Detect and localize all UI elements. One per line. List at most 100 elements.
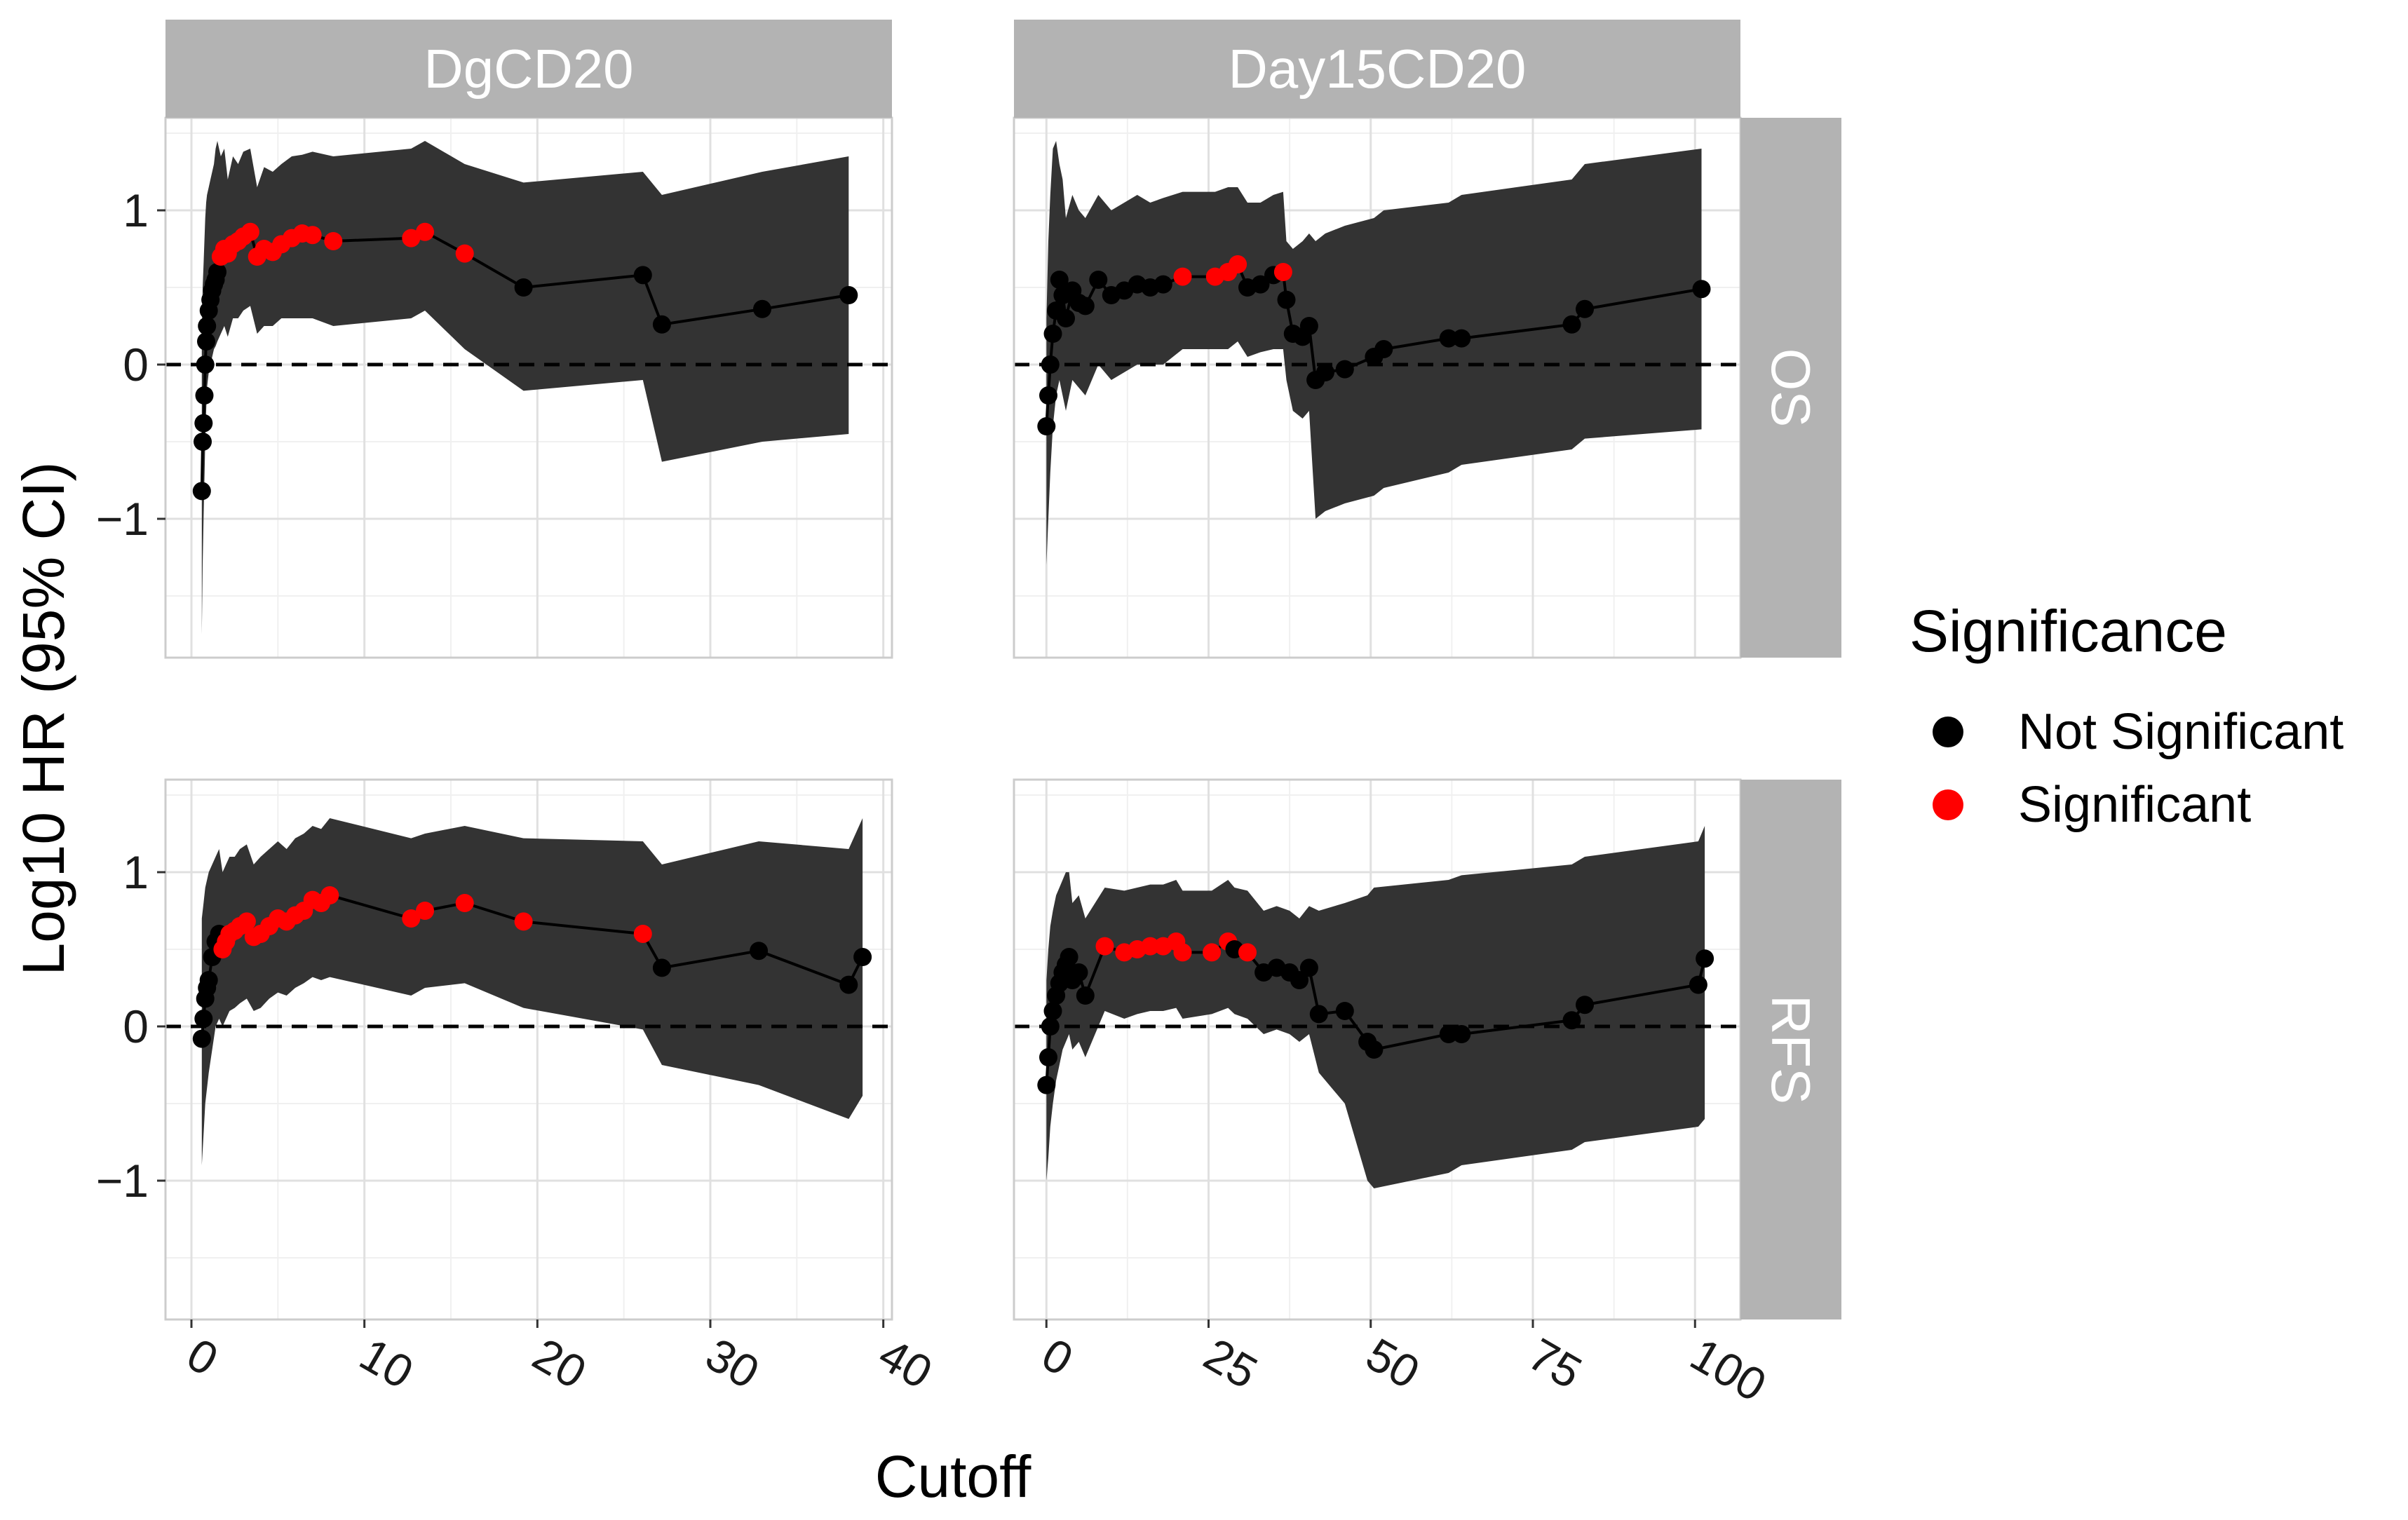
point-not-significant	[1041, 1017, 1060, 1036]
point-not-significant	[1050, 271, 1069, 289]
point-not-significant	[1277, 290, 1296, 309]
point-significant	[402, 229, 421, 247]
x-tick-label: 100	[1682, 1328, 1775, 1411]
point-not-significant	[194, 433, 212, 451]
point-not-significant	[197, 332, 215, 351]
point-significant	[416, 222, 434, 241]
x-axis-title: Cutoff	[875, 1444, 1031, 1509]
point-not-significant	[1365, 1040, 1384, 1059]
y-axis-title: Log10 HR (95% CI)	[11, 462, 76, 976]
legend-title: Significance	[1909, 598, 2227, 664]
legend-key-significant	[1933, 789, 1963, 820]
x-tick-label: 40	[870, 1328, 941, 1399]
point-not-significant	[1089, 271, 1108, 289]
x-tick-label: 0	[179, 1328, 227, 1385]
point-significant	[320, 886, 339, 904]
point-not-significant	[198, 317, 217, 335]
point-not-significant	[839, 975, 858, 994]
panel-dgcd20-os: 1 0 −1	[96, 116, 893, 659]
y-tick-label: −1	[96, 1155, 149, 1207]
point-not-significant	[750, 942, 769, 961]
point-not-significant	[194, 414, 213, 433]
point-not-significant	[1689, 975, 1707, 994]
point-significant	[402, 909, 421, 928]
point-not-significant	[1043, 325, 1062, 343]
x-tick-label: 30	[698, 1328, 769, 1399]
strip-label-day15cd20: Day15CD20	[1229, 38, 1527, 100]
strip-label-rfs: RFS	[1760, 995, 1822, 1104]
panels-layer: 10−110−10 10 20 30 40 0 25 50 75 100	[96, 116, 1775, 1411]
point-significant	[416, 902, 434, 920]
point-significant	[1095, 937, 1114, 956]
point-not-significant	[196, 355, 215, 374]
point-not-significant	[753, 299, 771, 318]
y-tick-label: 0	[123, 1000, 149, 1052]
point-not-significant	[1452, 1025, 1471, 1043]
point-not-significant	[1299, 958, 1318, 977]
point-significant	[514, 912, 533, 931]
point-not-significant	[1452, 329, 1471, 348]
point-not-significant	[192, 1029, 211, 1048]
point-not-significant	[1576, 996, 1594, 1015]
point-not-significant	[1316, 363, 1334, 381]
point-significant	[633, 925, 652, 943]
strip-label-os: OS	[1760, 348, 1822, 428]
panel-dgcd20-rfs: 10−10 10 20 30 40	[96, 778, 941, 1399]
point-not-significant	[1692, 280, 1711, 299]
point-significant	[1273, 263, 1292, 281]
strip-col-day15cd20	[1014, 20, 1740, 118]
point-not-significant	[1335, 360, 1354, 379]
point-not-significant	[1154, 275, 1172, 294]
y-tick-label: 1	[123, 846, 149, 898]
legend-label-significant: Significant	[2018, 777, 2251, 833]
point-not-significant	[1562, 315, 1581, 334]
x-tick-label: 50	[1358, 1328, 1428, 1399]
point-significant	[237, 912, 256, 931]
point-significant	[1173, 943, 1192, 962]
point-not-significant	[194, 1010, 213, 1028]
strip-col-dgcd20	[165, 20, 892, 118]
y-tick-label: 1	[123, 184, 149, 236]
point-not-significant	[1057, 309, 1075, 327]
point-significant	[1141, 937, 1160, 956]
legend-key-not-significant	[1933, 717, 1963, 747]
x-tick-label: 10	[351, 1328, 422, 1399]
point-not-significant	[1299, 317, 1318, 335]
point-significant	[1229, 255, 1247, 273]
strip-row-os	[1740, 118, 1841, 658]
point-not-significant	[192, 482, 211, 501]
strip-label-dgcd20: DgCD20	[424, 38, 633, 100]
point-not-significant	[1039, 386, 1057, 405]
point-not-significant	[1439, 329, 1458, 348]
point-not-significant	[633, 266, 652, 285]
point-not-significant	[853, 948, 872, 966]
point-significant	[455, 894, 474, 912]
point-not-significant	[195, 386, 214, 405]
point-significant	[324, 232, 343, 250]
point-not-significant	[1076, 986, 1095, 1005]
y-tick-label: −1	[96, 493, 149, 545]
ci-ribbon	[1046, 826, 1705, 1188]
point-significant	[241, 222, 259, 241]
ci-ribbon	[201, 141, 849, 635]
point-not-significant	[652, 315, 671, 334]
point-not-significant	[1037, 1075, 1056, 1094]
y-tick-label: 0	[123, 339, 149, 391]
point-significant	[1203, 943, 1222, 962]
point-not-significant	[1039, 1048, 1057, 1066]
point-significant	[455, 244, 474, 263]
point-not-significant	[1335, 1002, 1354, 1020]
x-tick-label: 20	[525, 1328, 595, 1399]
point-not-significant	[208, 263, 226, 281]
point-significant	[303, 226, 322, 245]
point-not-significant	[1041, 355, 1060, 374]
point-not-significant	[199, 971, 218, 989]
point-not-significant	[1037, 417, 1056, 435]
point-significant	[1173, 267, 1192, 286]
point-not-significant	[1576, 299, 1594, 318]
point-not-significant	[1696, 949, 1714, 968]
point-significant	[1238, 943, 1257, 962]
point-not-significant	[1069, 963, 1088, 982]
panel-day15cd20-os	[1013, 116, 1742, 659]
